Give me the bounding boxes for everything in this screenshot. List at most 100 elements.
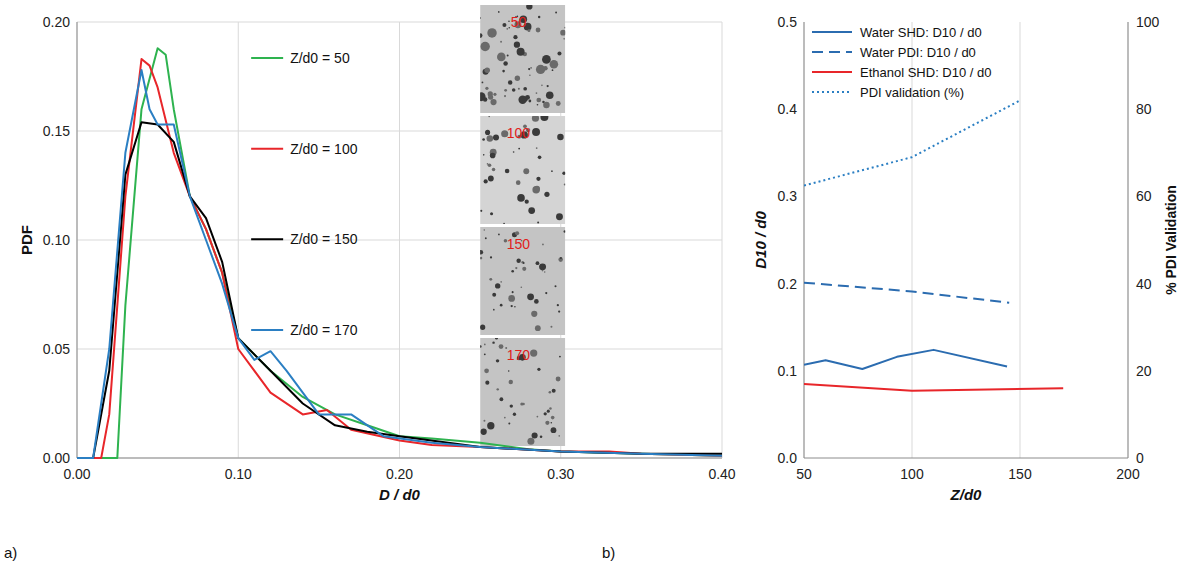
inset-droplet — [503, 223, 505, 224]
series-line — [77, 59, 722, 458]
inset-droplet — [484, 179, 488, 183]
inset-droplet — [499, 344, 504, 349]
inset-droplet — [528, 207, 535, 214]
inset-droplet — [485, 87, 488, 90]
inset-droplet — [532, 116, 539, 122]
inset-droplet — [534, 299, 539, 304]
inset-droplet — [493, 135, 499, 141]
inset-droplet — [562, 172, 565, 175]
inset-droplet — [523, 87, 527, 91]
legend-label: Z/d0 = 50 — [290, 50, 350, 66]
inset-droplet — [506, 28, 508, 30]
inset-droplet — [532, 128, 540, 136]
y-tick-label: 0.15 — [43, 123, 70, 139]
inset-droplet — [532, 432, 538, 438]
inset-droplet — [488, 116, 490, 117]
inset-droplet — [497, 53, 506, 62]
inset-droplet — [488, 424, 490, 426]
grid-line — [77, 22, 722, 23]
inset-droplet — [527, 438, 534, 445]
y2-tick-label: 80 — [1136, 101, 1152, 117]
inset-image — [480, 338, 565, 446]
inset-droplet — [493, 93, 496, 96]
inset-droplet — [509, 380, 513, 384]
inset-droplet — [488, 95, 493, 100]
inset-droplet — [552, 389, 556, 393]
inset-droplet — [545, 292, 547, 294]
y-tick-label: 0.0 — [778, 450, 798, 466]
x-axis-line — [804, 458, 1128, 459]
inset-droplet — [518, 88, 520, 90]
legend-swatch — [812, 51, 852, 53]
inset-droplet — [512, 88, 516, 92]
inset-droplet — [513, 413, 516, 416]
x-tick-label: 0.00 — [63, 466, 90, 482]
inset-droplet — [480, 33, 482, 38]
inset-droplet — [523, 168, 529, 174]
inset-droplet — [514, 306, 516, 308]
inset-droplet — [490, 153, 496, 159]
inset-droplet — [484, 344, 486, 346]
grid-line — [804, 22, 805, 458]
inset-droplet — [556, 377, 561, 382]
inset-droplet — [557, 304, 559, 306]
inset-droplet — [487, 135, 494, 142]
x-tick-label: 150 — [1008, 466, 1032, 482]
inset-droplet — [542, 244, 544, 246]
inset-droplet — [534, 186, 540, 192]
legend-swatch — [812, 71, 852, 73]
inset-droplet — [538, 16, 540, 18]
inset-droplet — [564, 184, 566, 186]
legend-swatch — [812, 31, 852, 33]
series-line — [804, 100, 1020, 185]
inset-droplet — [490, 256, 492, 258]
legend-swatch — [251, 329, 283, 331]
inset-droplet — [564, 27, 565, 29]
x-tick-label: 0.20 — [386, 466, 413, 482]
inset-droplet — [483, 229, 485, 231]
inset-droplet — [480, 345, 481, 347]
inset-droplet — [530, 67, 532, 69]
inset-droplet — [541, 84, 543, 86]
x-tick-label: 0.10 — [225, 466, 252, 482]
legend-label: Z/d0 = 150 — [290, 231, 358, 247]
inset-droplet — [504, 95, 506, 97]
panel-letter: a) — [4, 544, 17, 561]
inset-label: 50 — [511, 14, 527, 30]
y-axis-line — [804, 22, 805, 458]
inset-droplet — [480, 210, 482, 212]
inset-droplet — [483, 154, 485, 156]
inset-droplet — [536, 98, 541, 103]
y-axis-title: D10 / d0 — [752, 211, 769, 269]
inset-droplet — [498, 234, 500, 236]
inset-droplet — [538, 156, 542, 160]
inset-droplet — [484, 353, 486, 355]
inset-droplet — [547, 410, 550, 413]
x-axis-title: Z/d0 — [950, 486, 982, 503]
inset-droplet — [554, 285, 556, 287]
inset-droplet — [544, 412, 547, 415]
inset-droplet — [481, 429, 487, 435]
inset-droplet — [480, 257, 482, 260]
series-line — [804, 283, 1009, 303]
inset-droplet — [558, 310, 560, 312]
inset-droplet — [508, 20, 510, 22]
inset-droplet — [544, 271, 546, 273]
inset-droplet — [482, 138, 485, 141]
panel: 501001502000.00.10.20.30.40.502040608010… — [602, 14, 1179, 561]
inset-droplet — [551, 427, 557, 433]
y-tick-label: 0.2 — [778, 276, 798, 292]
inset-droplet — [487, 28, 496, 37]
inset-droplet — [500, 41, 502, 43]
y2-tick-label: 0 — [1136, 450, 1144, 466]
legend-swatch — [812, 91, 852, 93]
inset-droplet — [480, 42, 489, 51]
inset-droplet — [485, 130, 490, 135]
inset-droplet — [532, 186, 539, 193]
inset-droplet — [521, 261, 524, 264]
inset-droplet — [516, 180, 521, 185]
inset-droplet — [516, 258, 520, 262]
inset-droplet — [550, 60, 559, 69]
inset-droplet — [535, 325, 541, 331]
inset-droplet — [551, 170, 553, 172]
